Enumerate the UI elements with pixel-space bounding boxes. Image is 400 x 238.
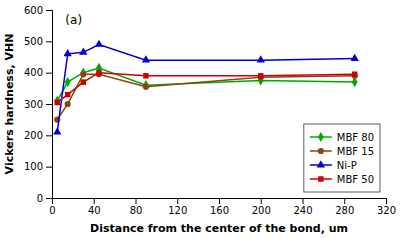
series-point (95, 40, 103, 47)
legend-label: MBF 50 (337, 174, 374, 185)
x-tick: 280 (335, 198, 354, 216)
y-axis: 0 100 200 300 400 500 600 (24, 5, 53, 204)
x-tick-mark (94, 198, 95, 204)
y-tick-label: 100 (24, 161, 43, 172)
x-tick-label: 280 (335, 205, 354, 216)
x-tick: 120 (168, 198, 187, 216)
x-tick-mark (386, 198, 387, 204)
series-point (79, 47, 87, 54)
x-tick-label: 320 (377, 205, 396, 216)
series-point (142, 55, 150, 62)
x-tick: 200 (252, 198, 271, 216)
x-tick: 320 (377, 198, 396, 216)
y-tick: 100 (24, 161, 52, 172)
y-tick: 600 (24, 5, 52, 16)
y-tick-mark (46, 10, 52, 11)
x-tick-mark (303, 198, 304, 204)
marks (53, 40, 359, 135)
series-point (257, 55, 265, 62)
x-tick-mark (177, 198, 178, 204)
x-tick: 0 (49, 198, 55, 216)
x-tick-mark (344, 198, 345, 204)
x-tick-label: 160 (210, 205, 229, 216)
series-point (65, 101, 71, 107)
title: (a) (65, 13, 82, 27)
y-tick: 300 (24, 99, 52, 110)
y-axis-line (46, 11, 53, 199)
series-point (96, 70, 101, 75)
legend-marker (318, 176, 323, 181)
y-tick-mark (46, 135, 52, 136)
x-tick: 240 (293, 198, 312, 216)
series-point (143, 73, 148, 78)
x-axis-line (53, 199, 387, 205)
x-tick: 80 (130, 198, 143, 216)
y-tick-mark (46, 167, 52, 168)
x-tick: 160 (210, 198, 229, 216)
series-point (53, 127, 61, 134)
series-point (352, 71, 357, 76)
x-tick: 40 (88, 198, 101, 216)
series-point (80, 68, 86, 78)
legend-marker (318, 132, 324, 142)
x-tick-label: 120 (168, 205, 187, 216)
y-tick-label: 500 (24, 36, 43, 47)
y-tick: 0 (37, 193, 52, 204)
y-tick: 400 (24, 67, 52, 78)
legend-label: MBF 15 (337, 146, 374, 157)
series-point (54, 100, 59, 105)
y-tick-label: 0 (37, 193, 43, 204)
legend-label: Ni-P (337, 160, 357, 171)
series-point (63, 49, 71, 56)
x-tick-label: 240 (293, 205, 312, 216)
series-line (57, 44, 354, 132)
y-tick-mark (46, 41, 52, 42)
y-tick-mark (46, 104, 52, 105)
y-tick-mark (46, 73, 52, 74)
x-axis: 0 40 80 120 160 200 240 280 320 (49, 198, 396, 216)
y-axis-title: Vickers hardness, VHN (3, 34, 16, 175)
legend-marker (318, 148, 324, 154)
x-tick-label: 200 (252, 205, 271, 216)
legend-label: MBF 80 (337, 132, 374, 143)
x-tick-mark (261, 198, 262, 204)
x-tick-label: 80 (130, 205, 143, 216)
series-line (57, 73, 354, 103)
x-tick-mark (219, 198, 220, 204)
y-tick-mark (46, 198, 52, 199)
plot: 0 40 80 120 160 200 240 280 320 0 100 200 300 400 500 6… (24, 5, 396, 216)
series-line (57, 74, 354, 119)
series-point (80, 71, 86, 77)
legend: MBF 80 MBF 15 Ni-P MBF 50 (304, 124, 380, 192)
series-point (143, 84, 149, 90)
x-tick-mark (136, 198, 137, 204)
series-point (65, 77, 71, 87)
x-axis-title: Distance from the center of the bond, um (90, 222, 348, 235)
x-tick-label: 40 (88, 205, 101, 216)
series-point (65, 92, 70, 97)
legend-frame (304, 124, 380, 192)
y-tick-label: 600 (24, 5, 43, 16)
legend-marker (317, 160, 325, 167)
x-tick-label: 0 (49, 205, 55, 216)
y-tick-label: 200 (24, 130, 43, 141)
series-point (143, 80, 149, 90)
series-point (351, 54, 359, 61)
series-point (81, 79, 86, 84)
y-tick-label: 400 (24, 67, 43, 78)
y-tick: 500 (24, 36, 52, 47)
y-tick: 200 (24, 130, 52, 141)
series-point (54, 96, 60, 106)
y-tick-label: 300 (24, 99, 43, 110)
chart: 0 40 80 120 160 200 240 280 320 0 100 200 300 400 500 6… (0, 0, 400, 238)
series-point (258, 73, 263, 78)
